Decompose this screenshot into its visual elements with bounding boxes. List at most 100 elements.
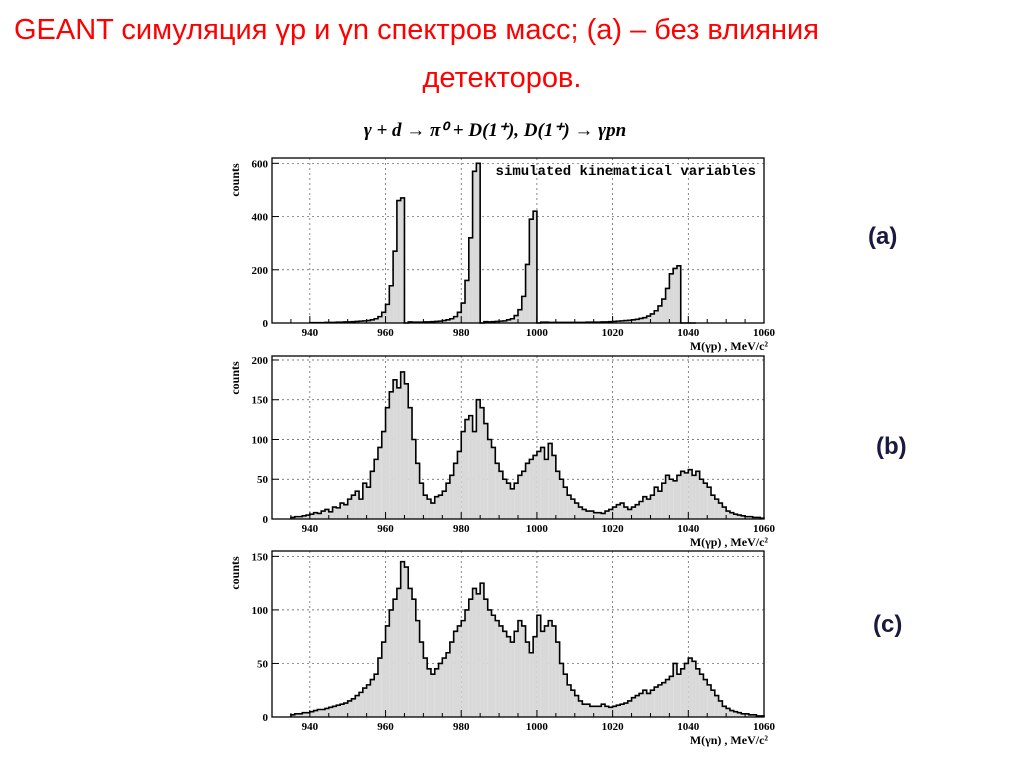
histogram-bin bbox=[695, 668, 700, 717]
histogram-bin bbox=[453, 463, 458, 519]
slide-title: GEANT симуляция γp и γn спектров масс; (… bbox=[0, 6, 1024, 102]
x-tick-label: 1040 bbox=[677, 327, 700, 339]
slide-title-line-1: GEANT симуляция γp и γn спектров масс; (… bbox=[14, 14, 819, 46]
histogram-bin bbox=[370, 319, 375, 323]
histogram-bin bbox=[658, 491, 662, 519]
histogram-bin bbox=[559, 479, 564, 519]
histogram-bin bbox=[442, 491, 447, 519]
histogram-bin bbox=[328, 707, 333, 717]
histogram-bin bbox=[340, 704, 344, 717]
histogram-bin bbox=[332, 706, 337, 717]
histogram-bin bbox=[737, 712, 742, 717]
histogram-bin bbox=[427, 668, 431, 717]
histogram-bin bbox=[529, 459, 534, 519]
histogram-bin bbox=[449, 318, 454, 323]
histogram-bin bbox=[529, 652, 534, 717]
histogram-bin bbox=[362, 320, 367, 323]
histogram-bin bbox=[578, 700, 583, 717]
histogram-bin bbox=[707, 487, 712, 519]
histogram-outline-a bbox=[309, 162, 696, 324]
histogram-bin bbox=[446, 652, 450, 717]
x-tick-label: 980 bbox=[453, 327, 470, 339]
histogram-bin bbox=[385, 407, 390, 519]
y-tick-label: 100 bbox=[252, 434, 269, 446]
x-tick-label: 1020 bbox=[602, 721, 625, 733]
histogram-bin bbox=[423, 658, 428, 717]
histogram-bars-b bbox=[290, 371, 764, 519]
panel-a: 940 960 980 1000 1020 1040 1060 0 200 400 600 M(γp)… bbox=[228, 157, 776, 353]
histogram-bin bbox=[737, 515, 742, 519]
histogram-bin bbox=[593, 706, 598, 717]
histogram-bin bbox=[359, 499, 363, 519]
histogram-bin bbox=[468, 237, 473, 323]
histogram-bin bbox=[343, 504, 348, 519]
histogram-bin bbox=[658, 305, 662, 323]
histogram-bin bbox=[370, 679, 375, 717]
histogram-bin bbox=[635, 695, 640, 717]
histogram-bin bbox=[340, 503, 344, 519]
histogram-bin bbox=[506, 636, 511, 717]
histogram-bin bbox=[359, 692, 363, 717]
histogram-bin bbox=[752, 714, 757, 717]
histogram-bin bbox=[525, 264, 530, 323]
histogram-bin bbox=[748, 714, 753, 717]
histogram-bin bbox=[589, 511, 594, 519]
y-tick-label: 200 bbox=[252, 355, 269, 367]
histogram-bin bbox=[306, 712, 310, 717]
histogram-bin bbox=[555, 642, 560, 717]
histogram-bin bbox=[377, 658, 382, 717]
histogram-bin bbox=[487, 439, 492, 519]
y-tick-label: 600 bbox=[252, 158, 269, 170]
histogram-bin bbox=[627, 509, 632, 519]
histogram-bin bbox=[726, 708, 730, 717]
histogram-bin bbox=[400, 561, 405, 717]
histogram-bin bbox=[714, 499, 719, 519]
histogram-bin bbox=[612, 507, 617, 519]
histogram-bin bbox=[627, 700, 632, 717]
histogram-bin bbox=[328, 511, 333, 519]
histogram-bin bbox=[714, 695, 719, 717]
histogram-bin bbox=[396, 387, 401, 519]
histogram-bin bbox=[290, 714, 295, 717]
histogram-bin bbox=[495, 620, 500, 717]
histogram-bin bbox=[518, 475, 522, 519]
y-tick-label: 200 bbox=[252, 265, 269, 277]
y-axis-label: counts bbox=[228, 163, 242, 197]
x-axis-label: M(γn) , MeV/c² bbox=[690, 733, 769, 747]
histogram-bin bbox=[449, 642, 454, 717]
y-tick-label: 0 bbox=[263, 712, 269, 724]
histogram-bin bbox=[502, 631, 507, 717]
x-tick-label: 980 bbox=[453, 523, 470, 535]
histogram-bin bbox=[351, 495, 356, 519]
histogram-bin bbox=[472, 171, 477, 323]
histogram-bin bbox=[309, 514, 314, 519]
histogram-bin bbox=[525, 463, 530, 519]
histogram-bin bbox=[627, 320, 632, 323]
histogram-bin bbox=[306, 515, 310, 519]
x-axis-label: M(γp) , MeV/c² bbox=[690, 535, 769, 549]
histogram-bin bbox=[699, 479, 704, 519]
histogram-bin bbox=[449, 475, 454, 519]
histogram-bin bbox=[514, 631, 518, 717]
y-axis-label: counts bbox=[228, 361, 242, 395]
x-axis-label: M(γp) , MeV/c² bbox=[690, 339, 769, 353]
histogram-bin bbox=[623, 703, 628, 717]
histogram-bin bbox=[324, 509, 329, 519]
histogram-bin bbox=[658, 684, 662, 717]
histogram-bin bbox=[536, 615, 541, 717]
histogram-bin bbox=[393, 599, 397, 717]
panel-label-c: (c) bbox=[873, 611, 903, 638]
histogram-bin bbox=[525, 642, 530, 717]
histogram-bin bbox=[419, 642, 424, 717]
histogram-bin bbox=[654, 687, 659, 717]
histogram-bin bbox=[457, 451, 462, 519]
y-tick-label: 50 bbox=[257, 658, 269, 670]
histogram-bin bbox=[294, 516, 299, 519]
x-tick-label: 980 bbox=[453, 721, 470, 733]
histogram-bin bbox=[381, 312, 386, 323]
histogram-bin bbox=[472, 588, 477, 717]
histogram-bin bbox=[620, 704, 624, 717]
histogram-bin bbox=[555, 471, 560, 519]
x-tick-label: 960 bbox=[377, 523, 394, 535]
histogram-bin bbox=[472, 431, 477, 519]
